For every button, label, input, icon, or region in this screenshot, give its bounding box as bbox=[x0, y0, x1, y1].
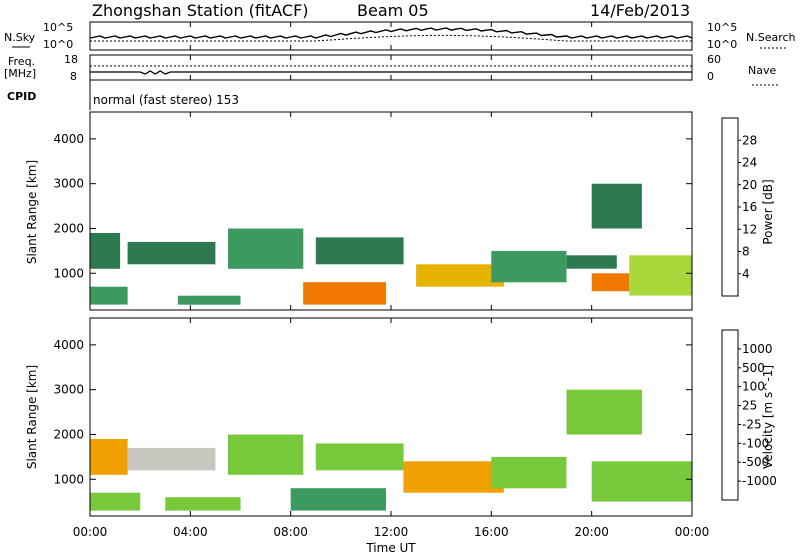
nsearch-label: N.Search bbox=[746, 31, 796, 44]
velocity-y-label: Slant Range [km] bbox=[25, 365, 39, 469]
freq-tick-low: 8 bbox=[70, 70, 77, 83]
beam-label: Beam 05 bbox=[357, 1, 429, 20]
y-tick-label: 4000 bbox=[53, 338, 84, 352]
power-y-axis: 1000 2000 3000 4000 bbox=[53, 132, 692, 280]
nsky-label: N.Sky bbox=[4, 31, 36, 44]
nave-label: Nave bbox=[748, 64, 776, 77]
nsky-trace bbox=[89, 27, 693, 39]
y-tick-label: 3000 bbox=[53, 177, 84, 191]
echo-region-10 bbox=[591, 461, 692, 502]
power-y-label: Slant Range [km] bbox=[25, 160, 39, 264]
echo-region-3 bbox=[165, 497, 241, 511]
x-tick-label: 00:00 bbox=[73, 525, 108, 539]
time-x-axis: 00:00 04:00 08:00 12:00 16:00 20:00 00:00 bbox=[73, 22, 710, 539]
cpid-text: normal (fast stereo) 153 bbox=[93, 93, 239, 107]
echo-region-2 bbox=[127, 447, 216, 471]
noise-tick-right-high: 10^5 bbox=[707, 21, 737, 34]
colorbar-tick-label: 500 bbox=[742, 361, 765, 375]
noise-tick-left-high: 10^5 bbox=[43, 21, 73, 34]
echo-region-12 bbox=[629, 255, 692, 296]
y-tick-label: 2000 bbox=[53, 221, 84, 235]
echo-region-3 bbox=[177, 295, 241, 305]
echo-region-9 bbox=[566, 389, 642, 435]
echo-region-9 bbox=[566, 255, 617, 269]
echo-region-4 bbox=[228, 434, 304, 475]
echo-region-4 bbox=[228, 228, 304, 269]
x-tick-label: 12:00 bbox=[374, 525, 409, 539]
echo-region-6 bbox=[315, 237, 404, 265]
noise-tick-right-low: 10^0 bbox=[707, 38, 737, 51]
colorbar-tick-label: 1000 bbox=[742, 342, 773, 356]
x-axis-label: Time UT bbox=[365, 541, 416, 554]
echo-region-5 bbox=[290, 488, 386, 511]
date-label: 14/Feb/2013 bbox=[590, 1, 690, 20]
y-tick-label: 2000 bbox=[53, 427, 84, 441]
y-tick-label: 1000 bbox=[53, 266, 84, 280]
echo-region-0 bbox=[90, 233, 121, 269]
freq-unit: [MHz] bbox=[4, 67, 36, 80]
freq-label: Freq. bbox=[8, 55, 35, 68]
echo-region-7 bbox=[403, 461, 504, 493]
colorbar-tick-label: 28 bbox=[742, 133, 757, 147]
freq-tick-high: 18 bbox=[64, 53, 78, 66]
echo-region-2 bbox=[127, 241, 216, 265]
cpid-label: CPID bbox=[7, 90, 36, 103]
colorbar-tick-label: 25 bbox=[742, 399, 757, 413]
echo-region-1 bbox=[90, 492, 141, 511]
x-tick-label: 20:00 bbox=[574, 525, 609, 539]
colorbar-tick-label: 20 bbox=[742, 178, 757, 192]
nave-tick-high: 60 bbox=[707, 53, 721, 66]
colorbar-tick-label: 100 bbox=[742, 380, 765, 394]
echo-region-10 bbox=[591, 273, 630, 292]
echo-region-6 bbox=[315, 443, 404, 471]
colorbar-tick-label: -25 bbox=[742, 417, 762, 431]
noise-tick-left-low: 10^0 bbox=[43, 38, 73, 51]
colorbar-tick-label: -1000 bbox=[742, 474, 777, 488]
echo-region-5 bbox=[303, 282, 386, 305]
colorbar-tick-label: 8 bbox=[742, 245, 750, 259]
velocity-colorbar: -1000 -500 -100 -25 25 100 500 1000 bbox=[721, 329, 777, 501]
x-tick-label: 08:00 bbox=[273, 525, 308, 539]
x-tick-label: 16:00 bbox=[474, 525, 509, 539]
y-tick-label: 4000 bbox=[53, 132, 84, 146]
colorbar-tick-label: 24 bbox=[742, 156, 757, 170]
freq-trace bbox=[90, 70, 692, 75]
velocity-heatmap bbox=[90, 389, 692, 511]
colorbar-tick-label: -500 bbox=[742, 455, 769, 469]
x-tick-label: 00:00 bbox=[675, 525, 710, 539]
x-tick-label: 04:00 bbox=[173, 525, 208, 539]
nsearch-trace bbox=[90, 34, 692, 42]
colorbar-frame bbox=[721, 329, 739, 501]
echo-region-11 bbox=[591, 183, 642, 229]
power-colorbar: 4 8 12 16 20 24 28 bbox=[721, 117, 757, 297]
echo-region-8 bbox=[491, 456, 567, 489]
y-tick-label: 1000 bbox=[53, 472, 84, 486]
power-colorbar-label: Power [dB] bbox=[761, 179, 775, 244]
echo-region-8 bbox=[491, 250, 567, 283]
velocity-colorbar-label: Velocity [m s^-1] bbox=[761, 365, 775, 469]
station-title: Zhongshan Station (fitACF) bbox=[92, 1, 309, 20]
colorbar-tick-label: 12 bbox=[742, 222, 757, 236]
y-tick-label: 3000 bbox=[53, 383, 84, 397]
echo-region-0 bbox=[90, 439, 128, 475]
colorbar-frame bbox=[721, 117, 739, 297]
echo-region-1 bbox=[90, 286, 128, 305]
colorbar-tick-label: -100 bbox=[742, 436, 769, 450]
colorbar-tick-label: 16 bbox=[742, 200, 757, 214]
power-heatmap bbox=[90, 183, 692, 305]
nave-tick-low: 0 bbox=[707, 70, 714, 83]
velocity-y-axis: 1000 2000 3000 4000 bbox=[53, 338, 692, 486]
echo-region-7 bbox=[416, 264, 504, 287]
colorbar-tick-label: 4 bbox=[742, 267, 750, 281]
